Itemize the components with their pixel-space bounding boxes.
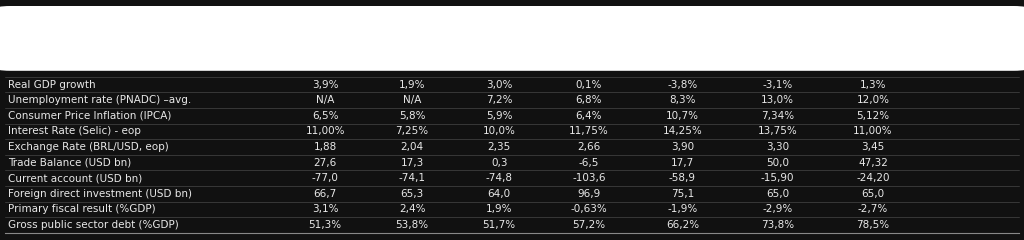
Text: 3,30: 3,30 — [766, 142, 790, 152]
Text: 2,66: 2,66 — [578, 142, 600, 152]
Text: Foreign direct investment (USD bn): Foreign direct investment (USD bn) — [8, 189, 193, 199]
Text: 51,3%: 51,3% — [308, 220, 342, 230]
Text: -58,9: -58,9 — [669, 173, 696, 183]
Text: 1,3%: 1,3% — [860, 80, 886, 90]
Text: -2,9%: -2,9% — [763, 204, 793, 214]
Text: 6,4%: 6,4% — [575, 111, 602, 121]
Text: -3,1%: -3,1% — [763, 80, 793, 90]
Text: 10,0%: 10,0% — [482, 126, 516, 136]
Text: 2,35: 2,35 — [487, 142, 511, 152]
Text: -24,20: -24,20 — [856, 173, 890, 183]
Text: 17,7: 17,7 — [671, 158, 694, 168]
Text: Interest Rate (Selic) - eop: Interest Rate (Selic) - eop — [8, 126, 141, 136]
Text: 57,2%: 57,2% — [572, 220, 605, 230]
Text: 3,45: 3,45 — [861, 142, 885, 152]
Text: 13,75%: 13,75% — [758, 126, 798, 136]
Text: 6,8%: 6,8% — [575, 95, 602, 105]
Text: 78,5%: 78,5% — [856, 220, 890, 230]
Text: 3,90: 3,90 — [671, 142, 694, 152]
Text: -74,8: -74,8 — [485, 173, 513, 183]
Text: Exchange Rate (BRL/USD, eop): Exchange Rate (BRL/USD, eop) — [8, 142, 169, 152]
Text: -2,7%: -2,7% — [858, 204, 888, 214]
Text: 73,8%: 73,8% — [761, 220, 795, 230]
Text: 51,7%: 51,7% — [482, 220, 516, 230]
Text: Trade Balance (USD bn): Trade Balance (USD bn) — [8, 158, 131, 168]
Text: -15,90: -15,90 — [761, 173, 795, 183]
Text: 7,34%: 7,34% — [761, 111, 795, 121]
Text: 5,9%: 5,9% — [486, 111, 512, 121]
Text: 17,3: 17,3 — [400, 158, 424, 168]
Text: -6,5: -6,5 — [579, 158, 599, 168]
Text: Current account (USD bn): Current account (USD bn) — [8, 173, 142, 183]
Text: 75,1: 75,1 — [671, 189, 694, 199]
Text: 65,0: 65,0 — [861, 189, 885, 199]
Text: N/A: N/A — [316, 95, 334, 105]
Text: 11,75%: 11,75% — [569, 126, 608, 136]
FancyBboxPatch shape — [0, 6, 1024, 71]
Text: 3,1%: 3,1% — [312, 204, 338, 214]
Text: -3,8%: -3,8% — [668, 80, 697, 90]
Text: 53,8%: 53,8% — [395, 220, 429, 230]
Text: 0,3: 0,3 — [490, 158, 508, 168]
Text: 6,5%: 6,5% — [312, 111, 338, 121]
Text: 50,0: 50,0 — [766, 158, 790, 168]
Text: 96,9: 96,9 — [578, 189, 600, 199]
Text: 2,4%: 2,4% — [399, 204, 425, 214]
Text: N/A: N/A — [403, 95, 421, 105]
Text: 7,25%: 7,25% — [395, 126, 429, 136]
Text: 5,8%: 5,8% — [399, 111, 425, 121]
Text: 1,9%: 1,9% — [486, 204, 512, 214]
Text: -77,0: -77,0 — [311, 173, 339, 183]
Text: Primary fiscal result (%GDP): Primary fiscal result (%GDP) — [8, 204, 156, 214]
Text: 13,0%: 13,0% — [761, 95, 795, 105]
Text: 11,00%: 11,00% — [305, 126, 345, 136]
Text: 2,04: 2,04 — [400, 142, 424, 152]
Text: 12,0%: 12,0% — [856, 95, 890, 105]
Text: -1,9%: -1,9% — [668, 204, 697, 214]
Text: 5,12%: 5,12% — [856, 111, 890, 121]
Text: 11,00%: 11,00% — [853, 126, 893, 136]
Text: 66,7: 66,7 — [313, 189, 337, 199]
Text: 8,3%: 8,3% — [670, 95, 695, 105]
Text: Unemployment rate (PNADC) –avg.: Unemployment rate (PNADC) –avg. — [8, 95, 191, 105]
Text: -0,63%: -0,63% — [570, 204, 607, 214]
Text: 66,2%: 66,2% — [666, 220, 699, 230]
Text: 27,6: 27,6 — [313, 158, 337, 168]
Text: 1,88: 1,88 — [313, 142, 337, 152]
Text: Gross public sector debt (%GDP): Gross public sector debt (%GDP) — [8, 220, 179, 230]
Text: 7,2%: 7,2% — [486, 95, 512, 105]
Text: 65,3: 65,3 — [400, 189, 424, 199]
Text: 10,7%: 10,7% — [666, 111, 699, 121]
Text: 14,25%: 14,25% — [663, 126, 702, 136]
Text: 64,0: 64,0 — [487, 189, 511, 199]
Text: -74,1: -74,1 — [398, 173, 426, 183]
Text: Real GDP growth: Real GDP growth — [8, 80, 96, 90]
Text: Consumer Price Inflation (IPCA): Consumer Price Inflation (IPCA) — [8, 111, 172, 121]
Text: 3,9%: 3,9% — [312, 80, 338, 90]
Text: 3,0%: 3,0% — [486, 80, 512, 90]
Text: 0,1%: 0,1% — [575, 80, 602, 90]
Text: 47,32: 47,32 — [858, 158, 888, 168]
Text: 65,0: 65,0 — [766, 189, 790, 199]
Text: -103,6: -103,6 — [572, 173, 605, 183]
Text: 1,9%: 1,9% — [399, 80, 425, 90]
